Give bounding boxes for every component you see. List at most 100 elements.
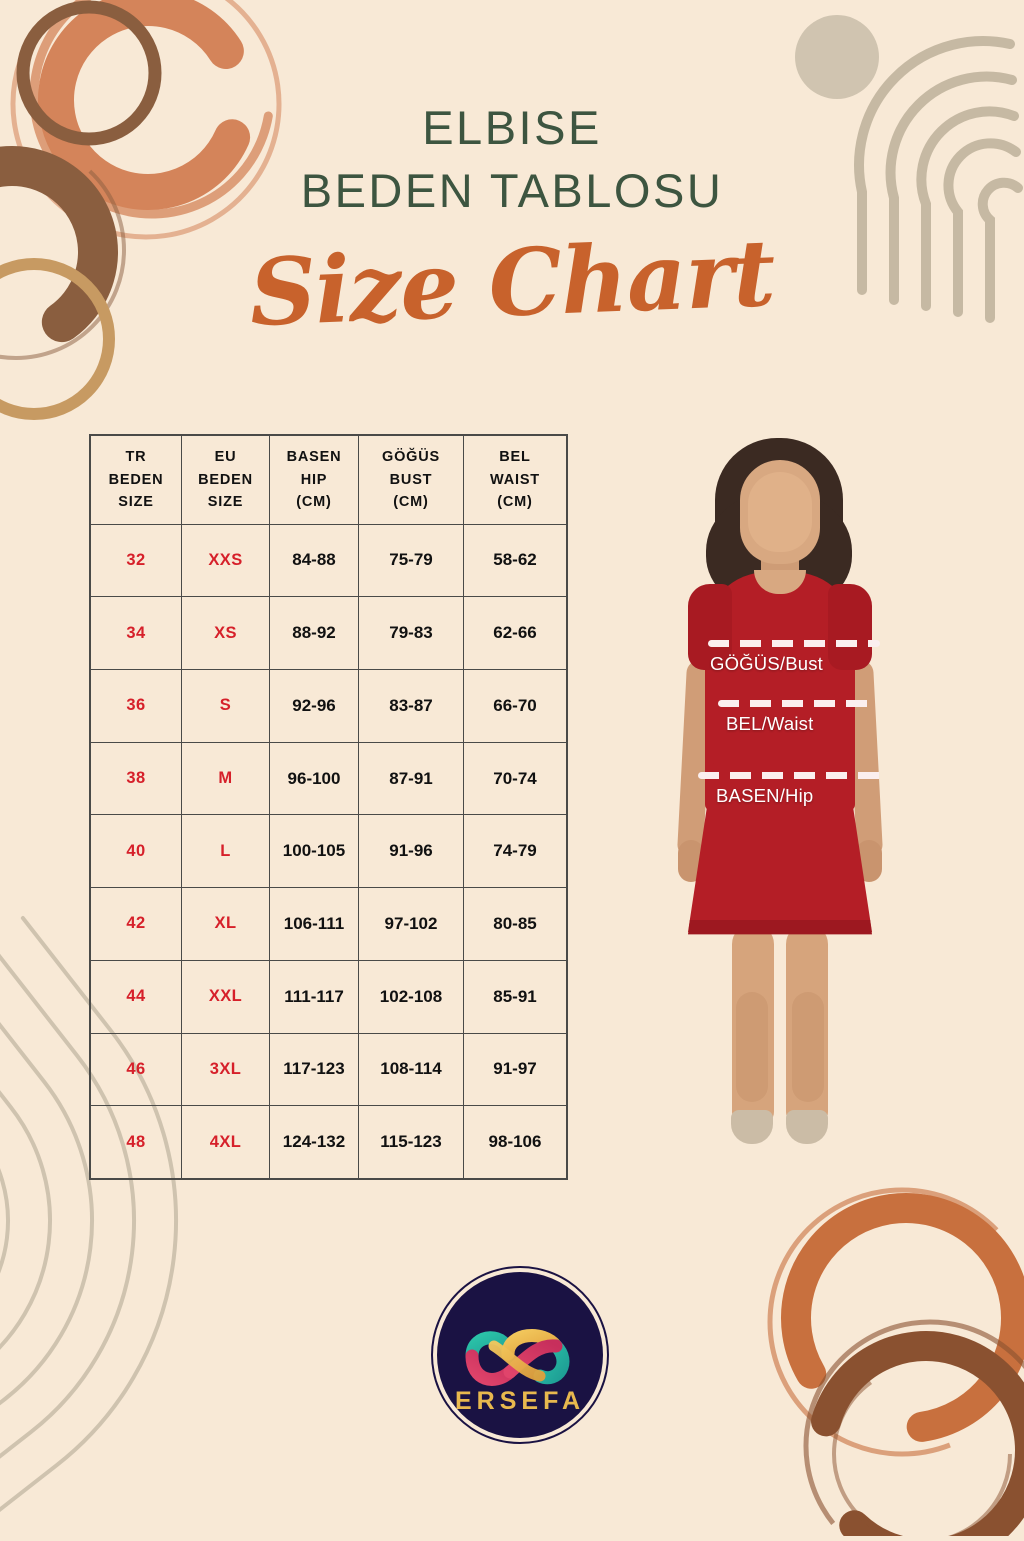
waist-label: BEL/Waist (726, 713, 814, 734)
col-waist-l3: (CM) (497, 493, 533, 510)
cell-eu-size: XL (182, 888, 270, 960)
cell-eu-size: XS (182, 597, 270, 669)
model-dress-hem (688, 920, 872, 935)
cell-tr-size: 40 (91, 815, 182, 888)
col-bust-l2: BUST (389, 471, 433, 488)
waist-dashed-line (718, 700, 872, 707)
cell-tr-size: 48 (91, 1106, 182, 1178)
cell-tr-size: 42 (91, 888, 182, 960)
col-eu-l1: EU (214, 449, 237, 466)
table-row: 36 S 92-96 83-87 66-70 (91, 669, 566, 743)
cell-hip: 96-100 (270, 742, 359, 815)
brush-circle-terracotta-2 (781, 1193, 1024, 1443)
column-header-hip: BASEN HIP (CM) (270, 436, 359, 524)
cell-hip: 92-96 (270, 669, 359, 742)
col-eu-l3: SIZE (207, 493, 244, 510)
table-row: 48 4XL 124-132 115-123 98-106 (91, 1106, 566, 1178)
curve-lines-bottom-left (0, 916, 178, 1536)
brand-logo: ERSEFA (437, 1272, 603, 1438)
column-header-tr: TR BEDEN SIZE (91, 436, 182, 524)
col-hip-l3: (CM) (296, 493, 332, 510)
cell-hip: 100-105 (270, 815, 359, 888)
model-calf-right (792, 992, 824, 1102)
cell-waist: 80-85 (493, 913, 537, 933)
col-bust-l3: (CM) (393, 493, 429, 510)
measurement-waist: BEL/Waist (718, 700, 872, 735)
table-header-row: TR BEDEN SIZE EU BEDEN SIZE BASEN HIP (C… (91, 436, 566, 525)
size-chart-table: TR BEDEN SIZE EU BEDEN SIZE BASEN HIP (C… (89, 434, 568, 1180)
bust-label: GÖĞÜS/Bust (710, 653, 824, 674)
cell-eu-size: S (182, 669, 270, 742)
ring-brown-outline (16, 0, 162, 146)
col-eu-l2: BEDEN (198, 471, 253, 488)
cell-tr-size: 38 (91, 742, 182, 815)
cell-waist: 70-74 (493, 768, 537, 788)
table-row: 34 XS 88-92 79-83 62-66 (91, 597, 566, 670)
cell-eu-size: L (182, 815, 270, 888)
script-title: Size Chart (247, 218, 777, 347)
cell-eu-size: M (182, 742, 270, 815)
cell-waist: 66-70 (493, 695, 537, 715)
cell-waist: 91-97 (493, 1059, 537, 1079)
cell-tr-size: 46 (91, 1033, 182, 1106)
column-header-bust: GÖĞÜS BUST (CM) (359, 436, 464, 524)
cell-hip: 88-92 (270, 597, 359, 669)
col-tr-l3: SIZE (118, 493, 154, 510)
hip-dashed-line (698, 772, 890, 779)
model-shoe-left (731, 1110, 773, 1144)
col-hip-l1: BASEN (286, 449, 342, 466)
measurement-bust: GÖĞÜS/Bust (708, 640, 880, 675)
cell-tr-size: 36 (91, 669, 182, 742)
cell-hip: 106-111 (270, 888, 359, 960)
table-row: 46 3XL 117-123 108-114 91-97 (91, 1033, 566, 1107)
cell-bust: 102-108 (359, 960, 464, 1033)
bust-dashed-line (708, 640, 880, 647)
header-block: ELBISE BEDEN TABLOSU Size Chart (0, 96, 1024, 347)
cell-tr-size: 44 (91, 960, 182, 1033)
page-title-line2: BEDEN TABLOSU (300, 164, 724, 218)
table-row: 40 L 100-105 91-96 74-79 (91, 815, 566, 889)
cell-hip: 111-117 (270, 960, 359, 1033)
brand-name: ERSEFA (454, 1387, 586, 1415)
col-hip-l2: HIP (300, 471, 328, 488)
cell-eu-size: 4XL (182, 1106, 270, 1178)
cell-eu-size: XXS (182, 524, 270, 597)
table-row: 42 XL 106-111 97-102 80-85 (91, 888, 566, 961)
col-waist-l2: WAIST (490, 471, 540, 488)
model-photo: GÖĞÜS/Bust BEL/Waist BASEN/Hip (630, 432, 930, 1192)
cell-tr-size: 34 (91, 597, 182, 669)
model-calf-left (736, 992, 768, 1102)
brush-circle-brown (0, 146, 118, 358)
table-row: 38 M 96-100 87-91 70-74 (91, 742, 566, 816)
table-row: 44 XXL 111-117 102-108 85-91 (91, 960, 566, 1034)
cell-bust: 83-87 (359, 669, 464, 742)
cell-bust: 79-83 (359, 597, 464, 669)
model-dress-sleeve-left (688, 584, 732, 670)
cell-bust: 108-114 (359, 1033, 464, 1106)
model-dress-skirt (688, 762, 872, 932)
cell-waist: 62-66 (493, 623, 537, 643)
page-title-line1: ELBISE (422, 101, 602, 154)
arch-lines-top-right (854, 36, 1023, 323)
cell-hip: 84-88 (270, 524, 359, 597)
cell-waist: 85-91 (493, 986, 537, 1006)
model-dress-sleeve-right (828, 584, 872, 670)
cell-hip: 117-123 (270, 1033, 359, 1106)
cell-eu-size: XXL (182, 960, 270, 1033)
col-tr-l2: BEDEN (108, 471, 164, 488)
infinity-ribbon-icon (465, 1329, 570, 1386)
cell-waist: 74-79 (493, 841, 537, 861)
model-face (748, 472, 812, 552)
cell-bust: 91-96 (359, 815, 464, 888)
ring-tan (0, 258, 115, 420)
model-shoe-right (786, 1110, 828, 1144)
cell-bust: 87-91 (359, 742, 464, 815)
cell-bust: 115-123 (359, 1106, 464, 1178)
cell-tr-size: 32 (91, 524, 182, 597)
col-waist-l1: BEL (499, 449, 531, 466)
col-tr-l1: TR (125, 449, 147, 466)
hip-label: BASEN/Hip (716, 785, 814, 806)
col-bust-l1: GÖĞÜS (382, 449, 440, 466)
